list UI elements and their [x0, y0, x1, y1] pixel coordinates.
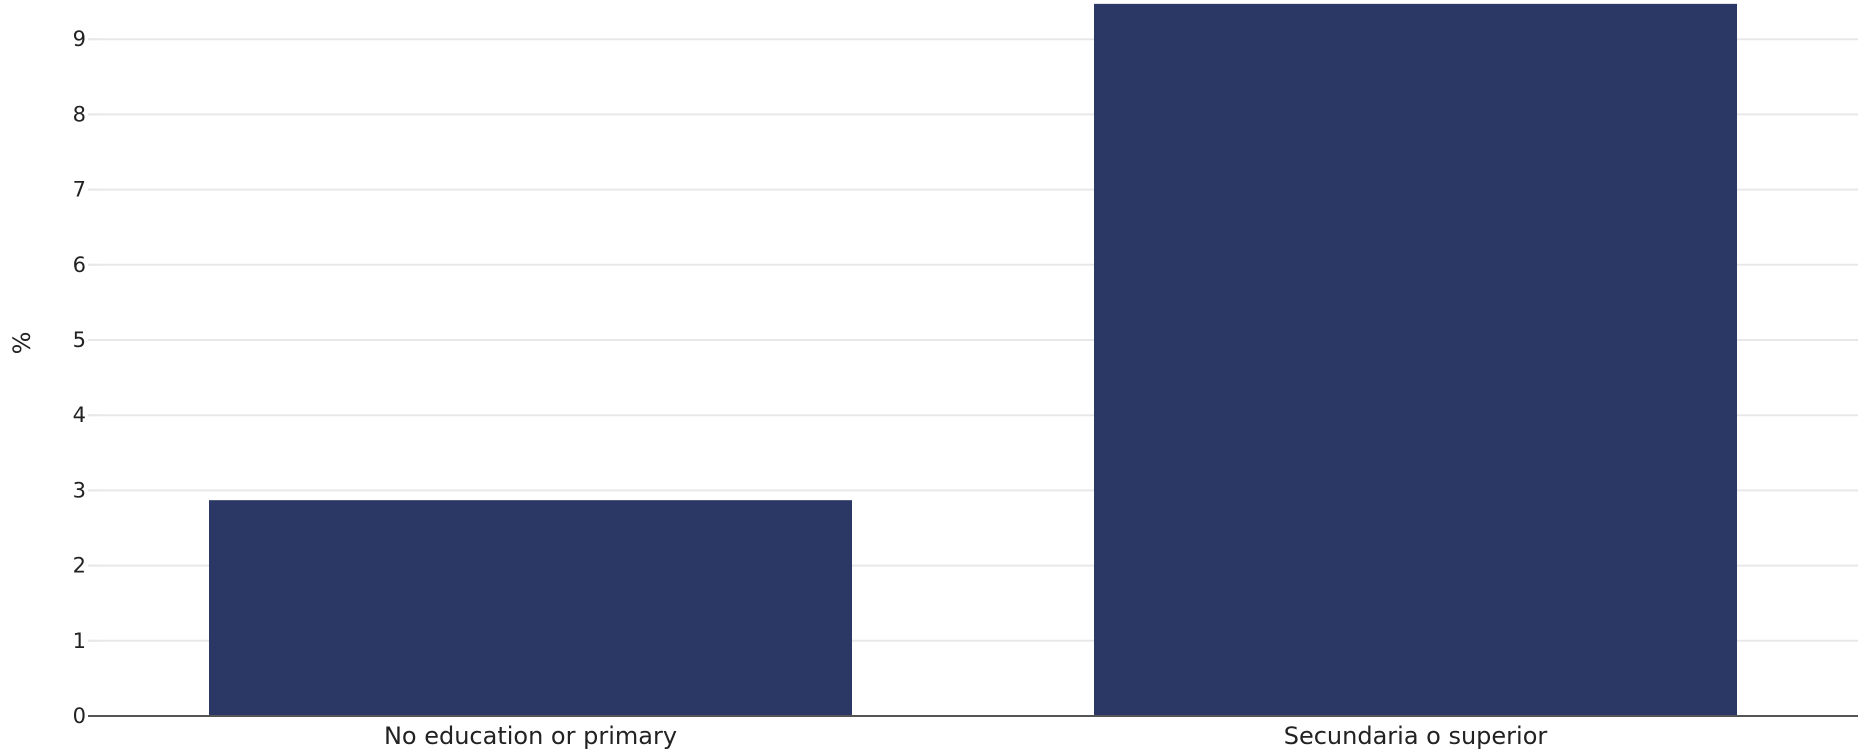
y-tick-label: 9 [73, 27, 86, 51]
x-category-label: Secundaria o superior [1284, 722, 1548, 750]
bars [209, 3, 1737, 716]
y-tick-label: 5 [73, 328, 86, 352]
bar [1094, 3, 1737, 716]
y-tick-label: 2 [73, 554, 86, 578]
y-axis-title: % [8, 332, 36, 355]
x-category-label: No education or primary [384, 722, 677, 750]
y-tick-label: 8 [73, 102, 86, 126]
axes [88, 38, 1858, 717]
y-tick-label: 1 [73, 629, 86, 653]
y-tick-label: 0 [73, 704, 86, 728]
y-tick-label: 3 [73, 478, 86, 502]
y-tick-label: 4 [73, 403, 86, 427]
y-tick-label: 6 [73, 253, 86, 277]
bar [209, 500, 852, 716]
y-tick-label: 7 [73, 178, 86, 202]
labels: 0 1 2 3 4 5 6 7 8 9 No education or primary Secunda… [73, 27, 1548, 750]
